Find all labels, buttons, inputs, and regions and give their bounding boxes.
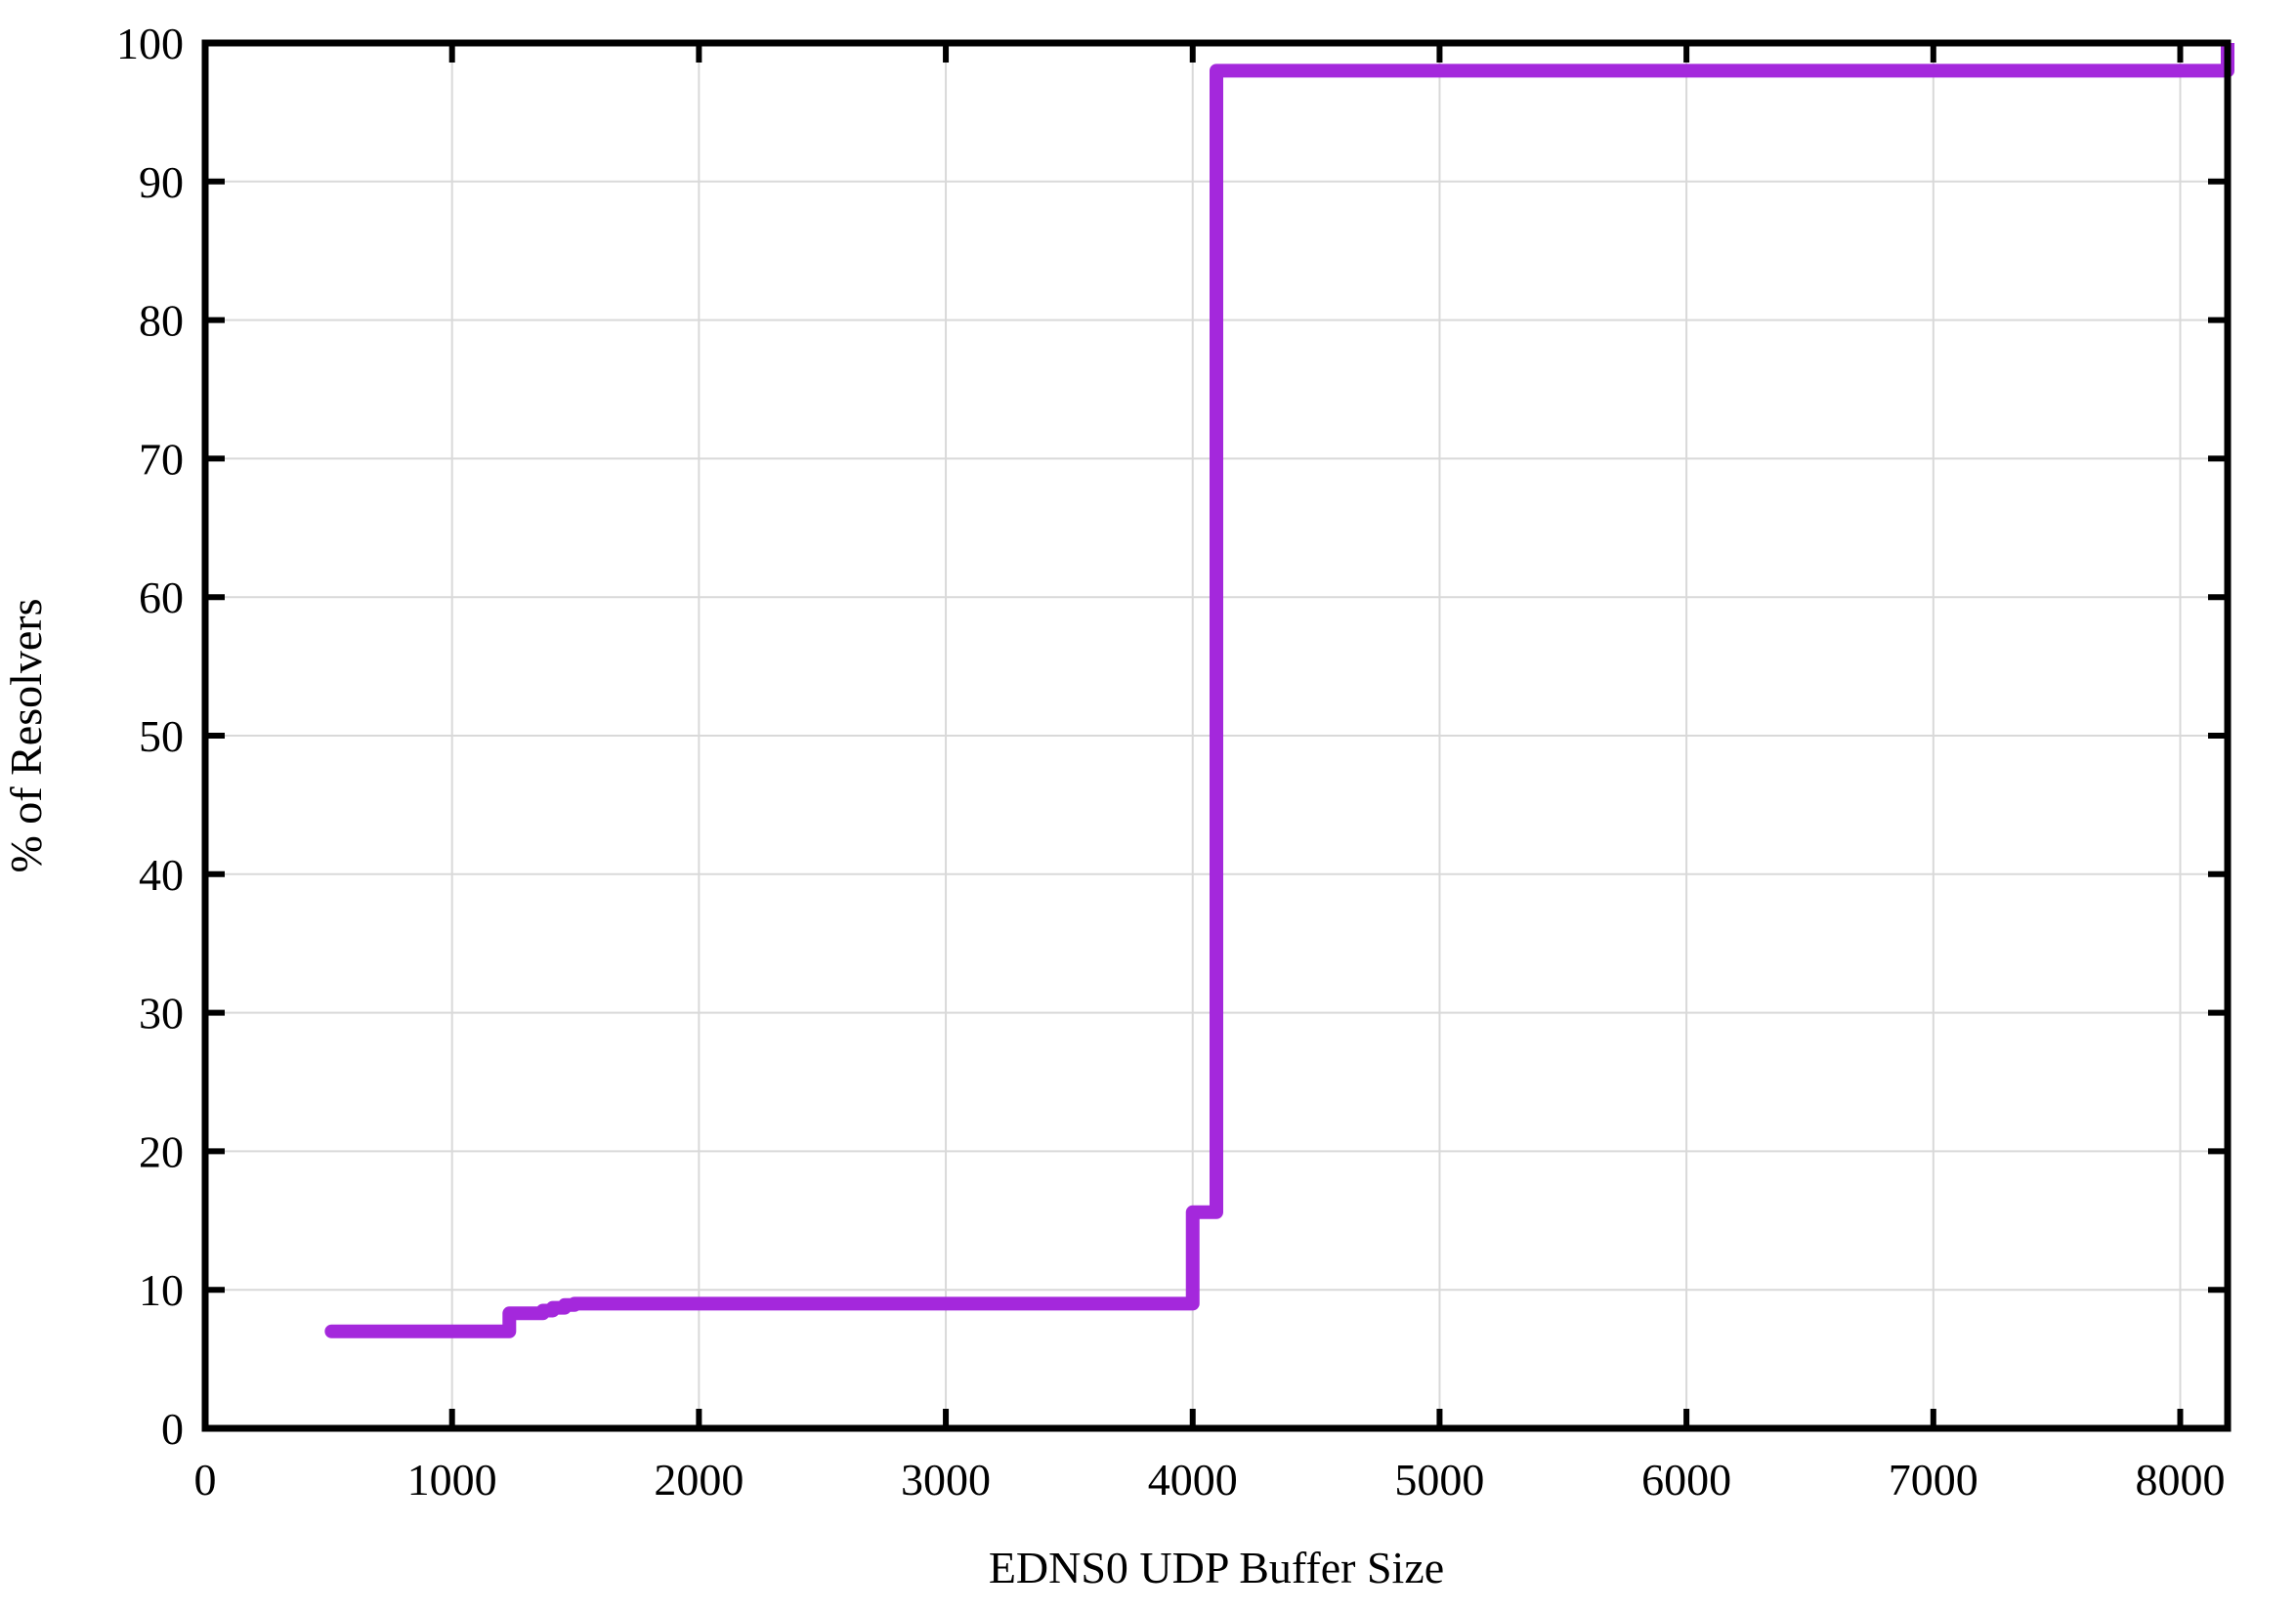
x-tick-label: 8000 [2135,1455,2225,1505]
tick-label-layer: 0 1000 2000 3000 4000 5000 6000 7000 8000 0 10 20 30… [116,19,2225,1505]
y-tick-label: 70 [139,434,184,484]
y-tick-label: 50 [139,711,184,761]
y-tick-label: 80 [139,296,184,346]
series-line-resolvers-cdf [324,43,2234,1338]
y-tick-label: 40 [139,850,184,900]
x-tick-label: 0 [194,1455,217,1505]
y-axis-title: % of Resolvers [1,598,51,872]
y-tick-label: 100 [116,19,184,68]
x-tick-label: 2000 [654,1455,744,1505]
x-tick-label: 3000 [901,1455,991,1505]
x-tick-label: 1000 [407,1455,497,1505]
axis-layer [201,39,2232,1432]
x-tick-label: 5000 [1394,1455,1484,1505]
y-tick-label: 10 [139,1265,184,1315]
y-tick-label: 0 [161,1404,184,1454]
y-tick-label: 20 [139,1126,184,1176]
x-tick-label: 7000 [1889,1455,1978,1505]
series-layer [324,43,2234,1338]
x-tick-label: 6000 [1641,1455,1731,1505]
x-axis-title: EDNS0 UDP Buffer Size [989,1543,1444,1592]
y-tick-label: 30 [139,989,184,1039]
y-tick-label: 90 [139,157,184,207]
y-tick-label: 60 [139,573,184,622]
x-tick-label: 4000 [1148,1455,1238,1505]
